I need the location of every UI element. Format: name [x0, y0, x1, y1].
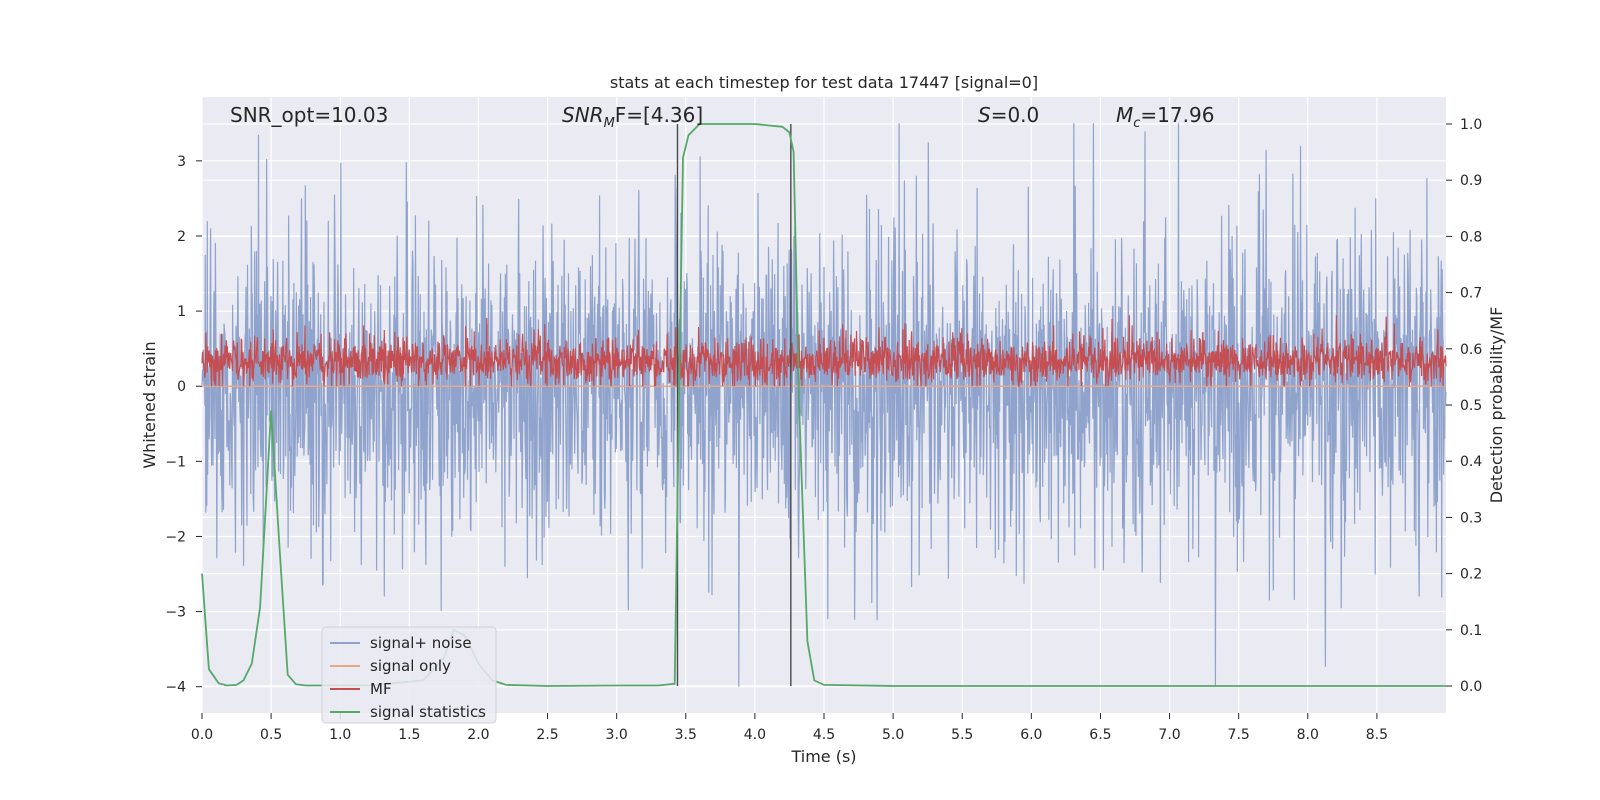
- annotation-snr-mf-rest: F=[4.36]: [615, 103, 703, 127]
- vertical-markers: [676, 123, 792, 687]
- y-tick-label: −3: [165, 605, 186, 621]
- x-tick-label: 7.5: [1228, 727, 1250, 743]
- legend-box: [321, 626, 497, 724]
- y-tick-label: −2: [165, 529, 186, 545]
- annotation-mc-rest: =17.96: [1140, 103, 1214, 127]
- y-tick-label: −1: [165, 454, 186, 470]
- y2-tick-label: 0.0: [1460, 679, 1482, 695]
- annotation-mc: Mc=17.96: [1116, 103, 1214, 131]
- legend: signal+ noise signal only MF signal statist…: [321, 626, 497, 724]
- y2-tick-label: 0.5: [1460, 398, 1482, 414]
- y2-axis-label: Detection probability/MF: [1487, 307, 1506, 504]
- y2-tick-label: 0.6: [1460, 342, 1482, 358]
- signal-statistics-line: [201, 123, 1446, 687]
- legend-entry-label: signal only: [370, 657, 451, 675]
- annotation-s: S=0.0: [978, 103, 1039, 127]
- signal-noise-line: [201, 123, 1447, 687]
- axis-ticks: 0.0 0.5 1.0 1.5 2.0 2.5 3.0 3.5 4.0 4.5 5.0 5.5 6.0 6…: [165, 117, 1482, 743]
- x-tick-label: 0.5: [260, 727, 282, 743]
- series-signal-statistics: [201, 123, 1446, 687]
- x-axis-label: Time (s): [790, 747, 856, 766]
- y2-tick-label: 1.0: [1460, 117, 1482, 133]
- x-tick-label: 4.5: [813, 727, 835, 743]
- x-tick-label: 4.0: [744, 727, 766, 743]
- x-tick-label: 6.0: [1020, 727, 1042, 743]
- annotation-s-rest: =0.0: [991, 103, 1040, 127]
- chart-title: stats at each timestep for test data 174…: [610, 73, 1038, 92]
- y-axis-label: Whitened strain: [140, 341, 159, 468]
- y2-tick-label: 0.7: [1460, 286, 1482, 302]
- annotation-snr-mf-sub: M: [604, 116, 615, 131]
- x-tick-label: 0.0: [191, 727, 213, 743]
- y2-tick-label: 0.4: [1460, 454, 1482, 470]
- series-signal-noise: [201, 123, 1447, 687]
- y2-tick-label: 0.9: [1460, 173, 1482, 189]
- x-tick-label: 3.0: [606, 727, 628, 743]
- annotation-mc-sub: c: [1133, 116, 1140, 131]
- y-tick-label: −4: [165, 680, 186, 696]
- y-tick-label: 2: [177, 229, 186, 245]
- x-tick-label: 5.0: [882, 727, 904, 743]
- series-mf: [201, 315, 1447, 388]
- y-tick-label: 3: [177, 154, 186, 170]
- y2-tick-label: 0.3: [1460, 510, 1482, 526]
- annotation-snr-mf: SNRMF=[4.36]: [562, 103, 703, 131]
- y-tick-label: 0: [177, 379, 186, 395]
- mf-line: [201, 315, 1447, 388]
- x-tick-label: 1.5: [398, 727, 420, 743]
- annotation-snr-opt: SNR_opt=10.03: [230, 103, 388, 127]
- x-tick-label: 1.0: [329, 727, 351, 743]
- x-tick-label: 8.0: [1297, 727, 1319, 743]
- y-tick-label: 1: [177, 304, 186, 320]
- legend-entry-label: MF: [370, 680, 392, 698]
- y2-tick-label: 0.1: [1460, 623, 1482, 639]
- x-tick-label: 8.5: [1366, 727, 1388, 743]
- x-tick-label: 7.0: [1158, 727, 1180, 743]
- annotation-mc-main: M: [1116, 103, 1133, 127]
- y2-tick-label: 0.2: [1460, 567, 1482, 583]
- x-tick-label: 2.0: [467, 727, 489, 743]
- x-tick-label: 5.5: [951, 727, 973, 743]
- x-tick-label: 6.5: [1089, 727, 1111, 743]
- x-tick-label: 3.5: [675, 727, 697, 743]
- annotation-s-main: S: [978, 103, 991, 127]
- x-tick-label: 2.5: [536, 727, 558, 743]
- legend-entry-label: signal statistics: [370, 703, 486, 721]
- y2-tick-label: 0.8: [1460, 229, 1482, 245]
- legend-entry-label: signal+ noise: [370, 634, 472, 652]
- annotation-snr-mf-main: SNR: [562, 103, 604, 127]
